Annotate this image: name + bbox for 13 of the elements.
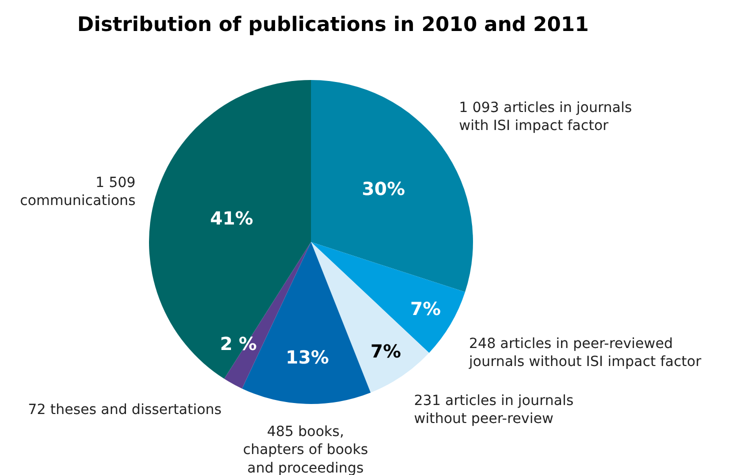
data-label: 7% xyxy=(370,341,402,362)
data-label: 30% xyxy=(362,178,405,200)
slice-label: 485 books, chapters of books and proceedings xyxy=(243,424,368,475)
slice-label: 1 093 articles in journals with ISI impact factor xyxy=(459,100,632,134)
data-label: 7% xyxy=(410,299,441,320)
slice-label: 248 articles in peer-reviewed journals without ISI impact factor xyxy=(468,336,702,370)
data-label: 2 % xyxy=(220,334,257,355)
slice-label: 231 articles in journals without peer-review xyxy=(414,393,574,428)
data-label: 13% xyxy=(286,347,329,368)
slice-label: 1 509 communications xyxy=(20,175,136,210)
slice-label: 72 theses and dissertations xyxy=(28,402,222,418)
data-label: 41% xyxy=(210,208,254,230)
chart-title: Distribution of publications in 2010 and 2011 xyxy=(77,12,589,36)
